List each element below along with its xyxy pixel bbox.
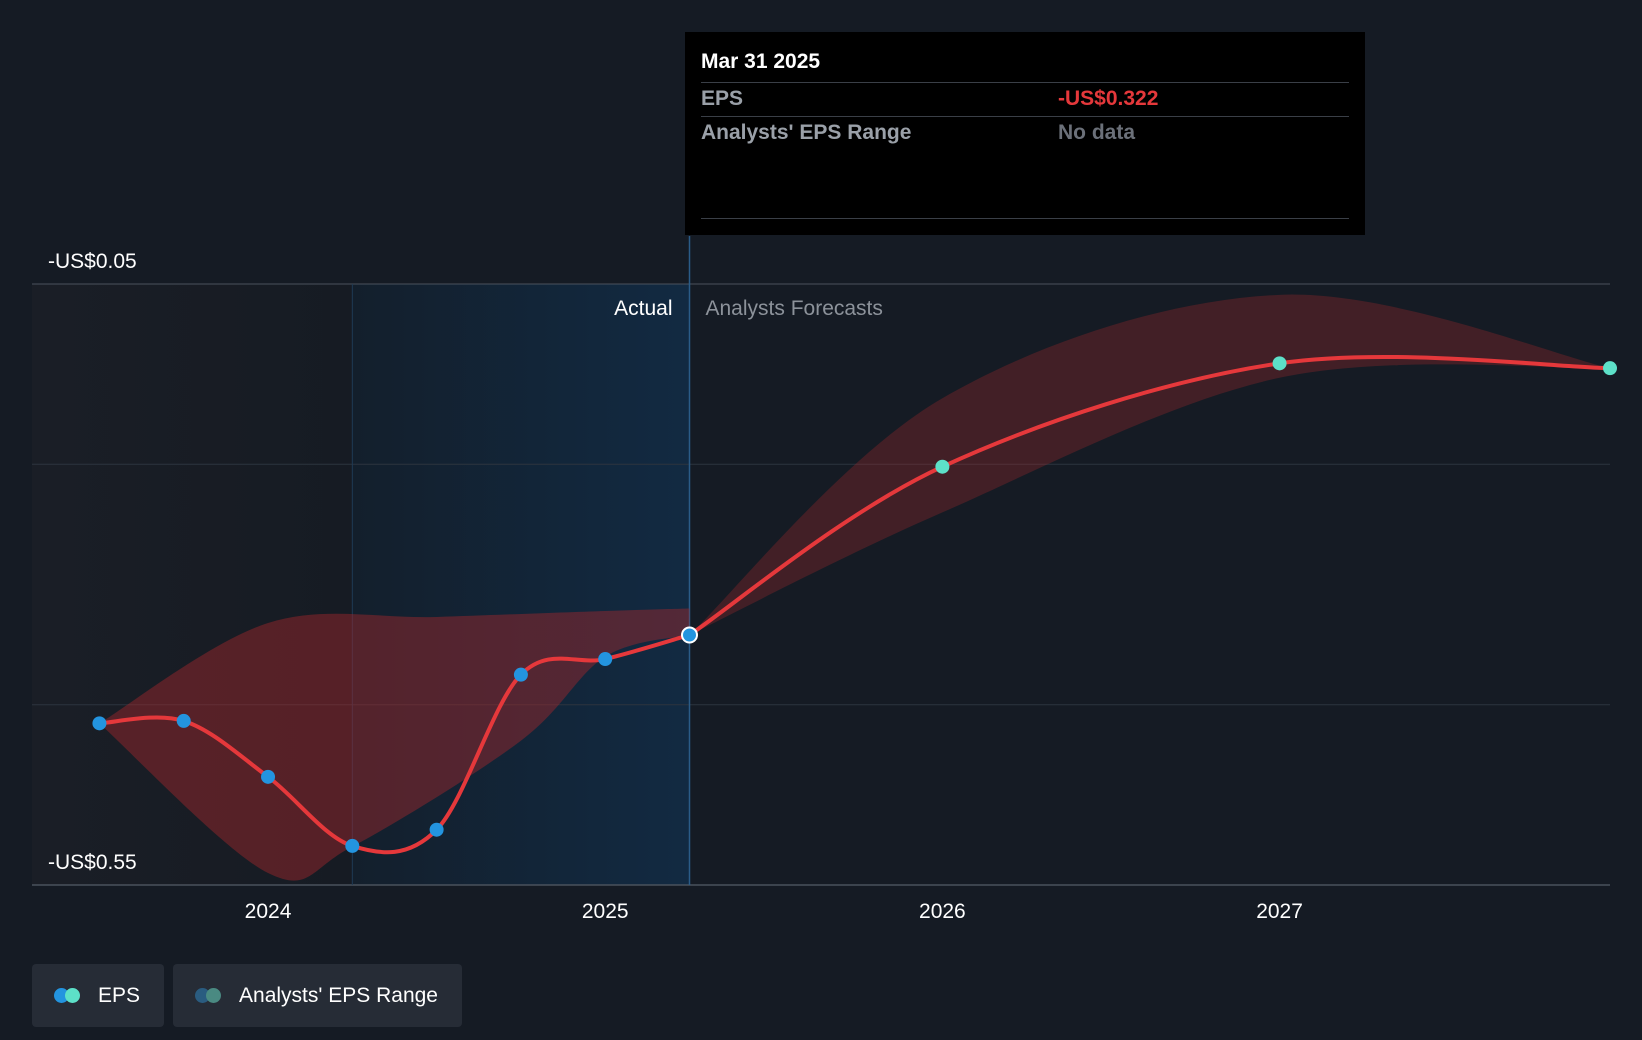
x-tick-label: 2026 xyxy=(919,900,966,923)
legend: EPS Analysts' EPS Range xyxy=(32,964,462,1027)
y-tick-label: -US$0.55 xyxy=(48,851,137,874)
tooltip-eps-row: EPS -US$0.322 xyxy=(701,82,1349,116)
eps-forecast-point xyxy=(1603,361,1617,376)
tooltip-date: Mar 31 2025 xyxy=(701,50,821,73)
tooltip-range-row: Analysts' EPS Range No data xyxy=(701,116,1349,150)
legend-eps-label: EPS xyxy=(98,983,141,1007)
x-tick-label: 2025 xyxy=(582,900,629,923)
forecast-label: Analysts Forecasts xyxy=(706,297,883,320)
actual-label: Actual xyxy=(614,297,672,320)
y-tick-label: -US$0.05 xyxy=(48,250,137,273)
eps-forecast-point xyxy=(1272,356,1287,371)
x-tick-label: 2027 xyxy=(1256,900,1303,923)
actual-region xyxy=(352,284,690,885)
tooltip-range-value: No data xyxy=(1058,121,1136,144)
eps-forecast-point xyxy=(935,459,950,474)
eps-line-forecast xyxy=(687,354,1612,637)
tooltip-range-label: Analysts' EPS Range xyxy=(701,121,912,144)
range-band-forecast xyxy=(689,294,1610,635)
eps-actual-point xyxy=(681,626,698,644)
eps-legend-icon xyxy=(54,987,86,1004)
eps-actual-point xyxy=(598,652,613,667)
eps-actual-point xyxy=(513,667,528,682)
x-tick-label: 2024 xyxy=(245,900,292,923)
tooltip-eps-label: EPS xyxy=(701,87,744,110)
eps-actual-point xyxy=(261,769,276,784)
eps-actual-point xyxy=(176,713,191,728)
legend-eps-button[interactable]: EPS xyxy=(32,964,165,1027)
legend-range-button[interactable]: Analysts' EPS Range xyxy=(173,964,462,1027)
past-region xyxy=(32,284,353,885)
eps-actual-point xyxy=(345,838,360,853)
tooltip-divider xyxy=(701,218,1349,219)
legend-range-label: Analysts' EPS Range xyxy=(239,983,438,1007)
range-band-actual xyxy=(99,608,690,881)
eps-actual-point xyxy=(92,716,107,731)
tooltip-eps-value: -US$0.322 xyxy=(1058,87,1159,110)
eps-actual-point xyxy=(429,822,444,837)
tooltip: Mar 31 2025 EPS -US$0.322 Analysts' EPS … xyxy=(685,32,1365,235)
range-legend-icon xyxy=(195,987,227,1004)
eps-line-actual xyxy=(97,632,692,855)
